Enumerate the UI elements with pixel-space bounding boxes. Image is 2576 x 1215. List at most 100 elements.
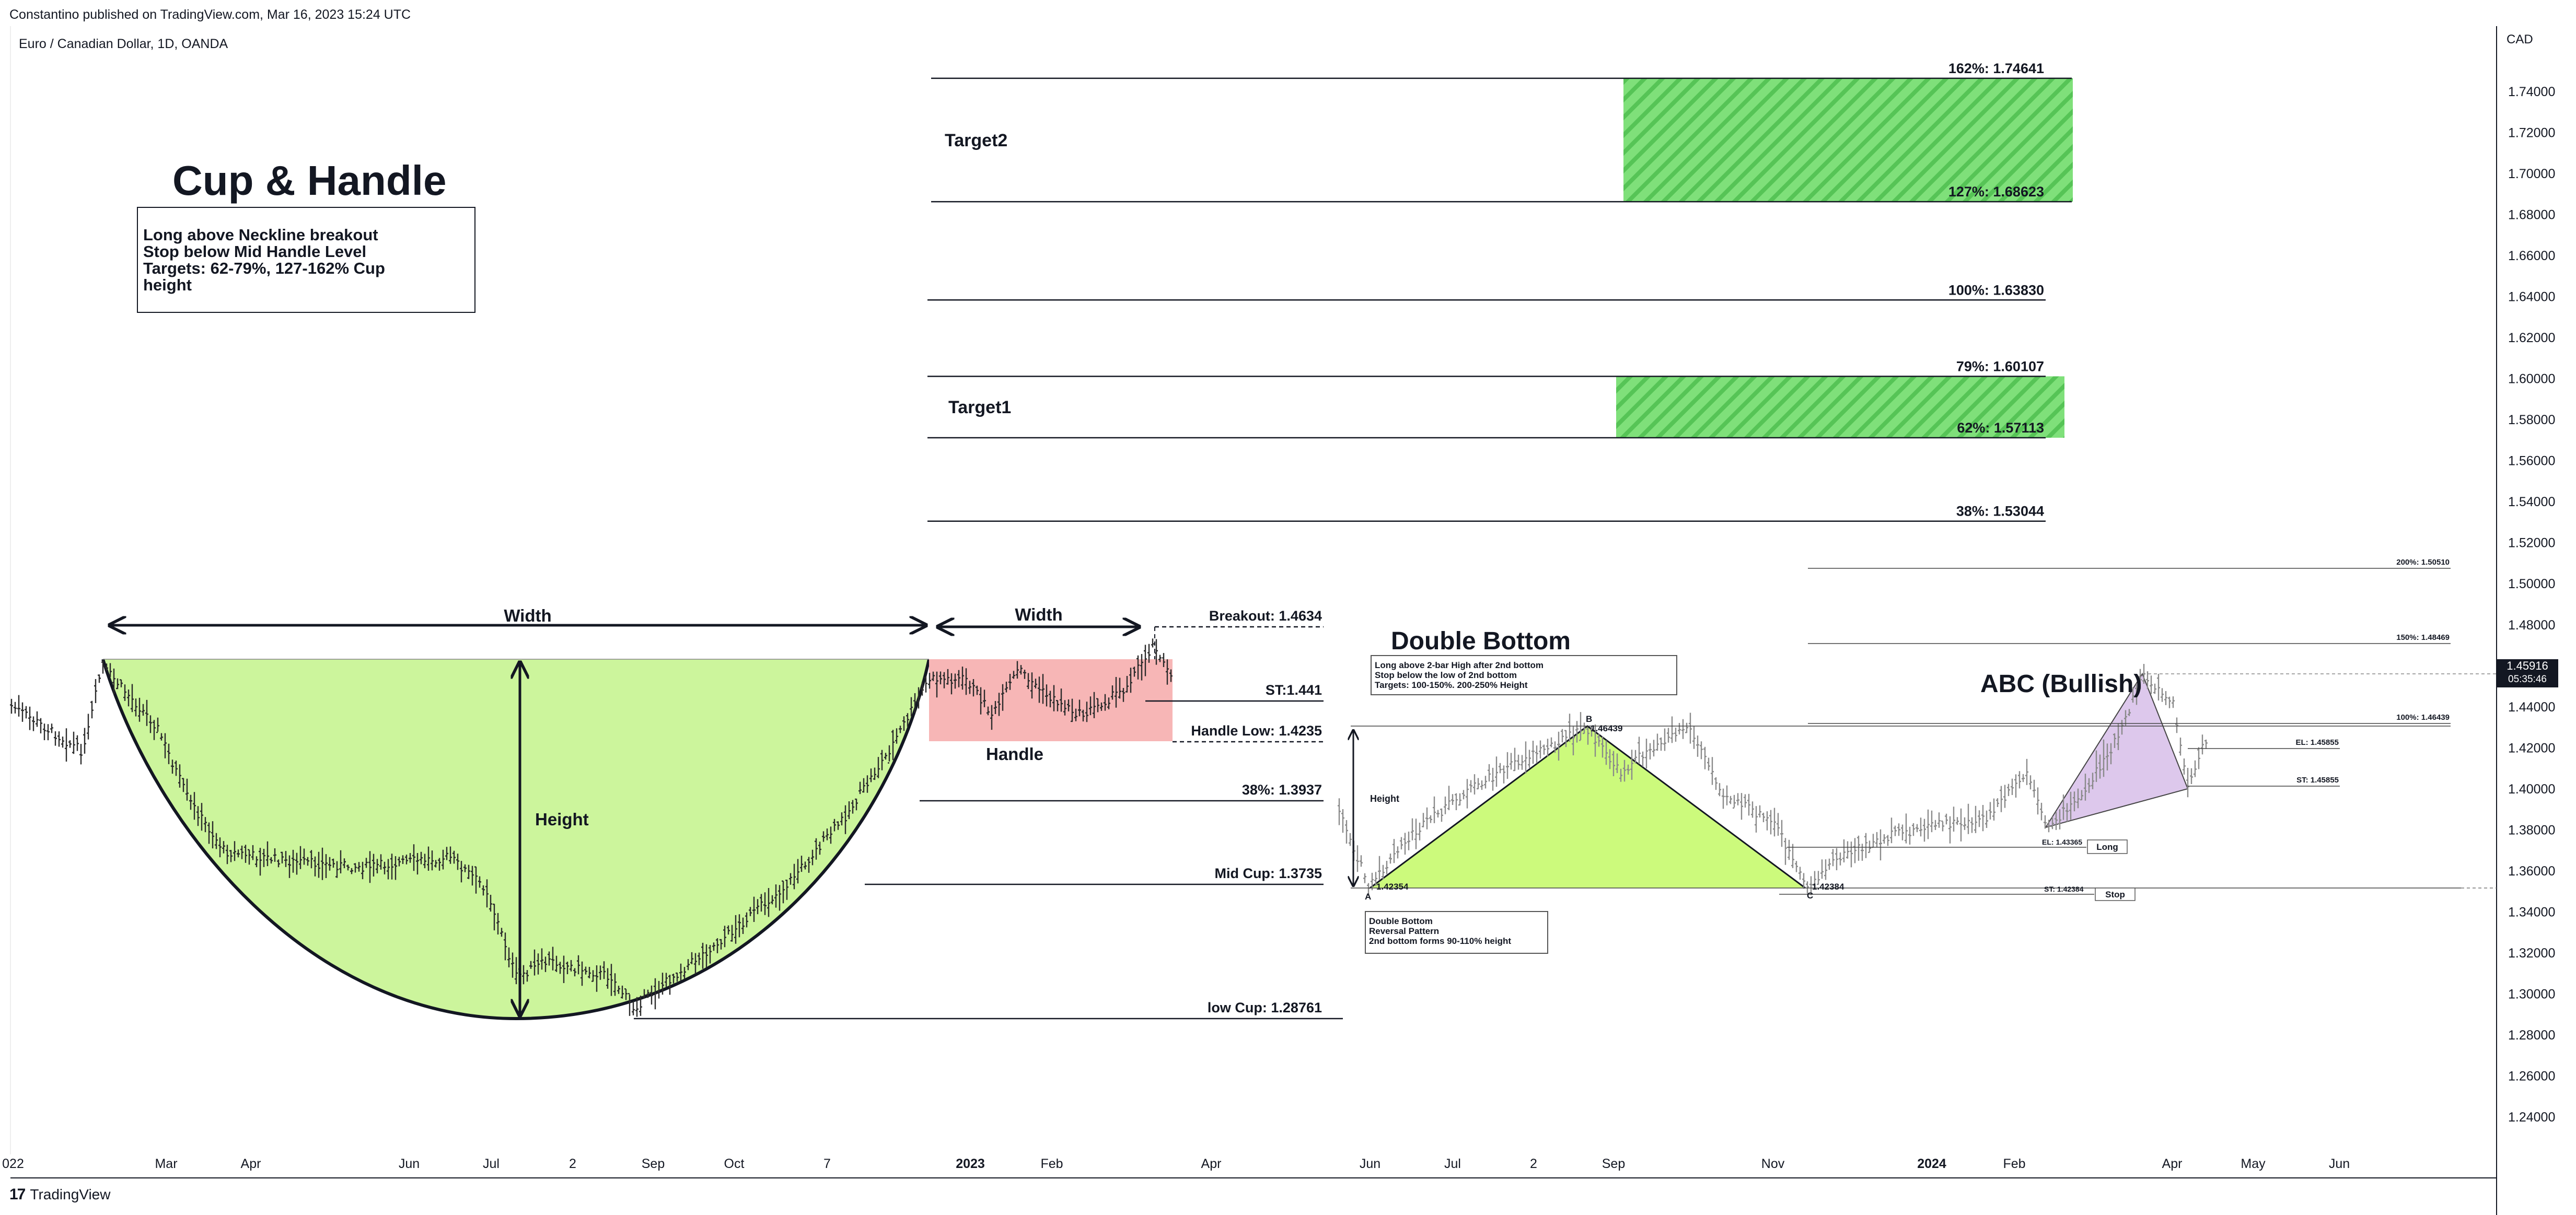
db-point-value: 1.42354 — [1376, 882, 1409, 892]
price-bar — [1341, 809, 1344, 833]
price-bar — [244, 845, 247, 863]
price-bar — [1703, 746, 1707, 769]
price-bar — [635, 997, 639, 1017]
symbol-legend[interactable]: Euro / Canadian Dollar, 1D, OANDA — [19, 37, 228, 51]
price-bar — [774, 884, 778, 908]
cup-level-label: low Cup: 1.28761 — [1208, 1000, 1322, 1015]
price-bar — [848, 801, 851, 820]
price-bar — [237, 849, 240, 858]
price-bar — [2172, 696, 2175, 708]
price-bar — [1118, 677, 1121, 699]
price-bar — [328, 857, 331, 871]
price-bar — [1484, 776, 1487, 789]
price-bar — [668, 975, 671, 995]
price-bar — [606, 968, 609, 989]
double-bottom-note-2[interactable]: Double Bottom Reversal Pattern 2nd botto… — [1365, 911, 1548, 954]
price-bar — [431, 850, 434, 871]
tradingview-logo[interactable]: 17 TradingView — [9, 1186, 110, 1204]
price-bar — [1052, 685, 1055, 711]
price-bar — [935, 671, 938, 698]
price-bar — [299, 846, 302, 869]
price-bar — [1455, 793, 1458, 810]
price-bar — [1817, 871, 1820, 885]
db-point-value: 1.42384 — [1812, 882, 1844, 892]
price-bar — [1067, 699, 1070, 711]
price-bar — [218, 837, 222, 858]
time-tick-label: Oct — [724, 1156, 745, 1171]
time-tick-label: 022 — [2, 1156, 24, 1171]
published-info: Constantino published on TradingView.com… — [9, 7, 411, 22]
price-bar — [1111, 685, 1114, 700]
price-bar — [2022, 774, 2025, 782]
price-bar — [2139, 669, 2142, 690]
stop-tag-box — [2095, 887, 2136, 901]
price-bar — [1561, 729, 1564, 743]
price-bar — [474, 866, 478, 894]
target-box — [1623, 78, 2073, 202]
price-bar — [591, 970, 595, 982]
price-bar — [650, 985, 653, 1005]
price-tick-label: 1.48000 — [2508, 618, 2555, 633]
price-bar — [1506, 752, 1509, 779]
price-bar — [1590, 725, 1593, 737]
price-bar — [595, 965, 598, 992]
price-bar — [1063, 700, 1066, 716]
price-bar — [460, 861, 463, 883]
price-bar — [1616, 753, 1619, 773]
price-bar — [1151, 638, 1154, 648]
price-bar — [372, 854, 375, 877]
cup-handle-note[interactable]: Long above Neckline breakout Stop below … — [137, 207, 475, 313]
price-bar — [383, 861, 386, 874]
price-bar — [43, 723, 46, 740]
price-bar — [1136, 655, 1140, 680]
price-bar — [1868, 840, 1871, 853]
price-tick-label: 1.26000 — [2508, 1069, 2555, 1083]
price-bar — [1356, 845, 1359, 872]
price-bar — [1363, 873, 1366, 883]
double-bottom-note[interactable]: Long above 2-bar High after 2nd bottom S… — [1371, 655, 1677, 695]
price-bar — [262, 849, 265, 867]
price-bar — [734, 915, 737, 944]
price-bar — [1718, 783, 1721, 797]
price-bar — [1513, 747, 1516, 772]
price-bar — [1093, 692, 1096, 718]
price-bar — [928, 673, 931, 689]
abc-triangle — [2044, 672, 2189, 828]
price-bar — [1030, 672, 1034, 699]
price-bar — [899, 726, 902, 733]
price-bar — [997, 693, 1001, 716]
price-bar — [621, 985, 624, 999]
price-bar — [866, 775, 869, 793]
price-bar — [665, 973, 668, 987]
price-bar — [1608, 749, 1611, 769]
price-bar — [1824, 859, 1827, 880]
price-bar — [1627, 764, 1630, 775]
price-bar — [226, 845, 229, 864]
price-bar — [1338, 798, 1341, 825]
price-bar — [2000, 786, 2003, 812]
price-bar — [365, 858, 368, 868]
price-bar — [1422, 813, 1425, 827]
price-bar — [90, 700, 94, 719]
price-bar — [906, 713, 909, 727]
price-bar — [2033, 779, 2036, 798]
price-bar — [1795, 861, 1798, 872]
price-bar — [292, 849, 295, 873]
price-bar — [452, 850, 456, 864]
price-bar — [1809, 876, 1813, 895]
price-bar — [1539, 740, 1542, 759]
price-bar — [361, 861, 364, 880]
price-bar — [1140, 654, 1143, 681]
price-bar — [390, 854, 393, 880]
price-bar — [1389, 854, 1392, 864]
price-bar — [562, 955, 565, 983]
price-bar — [968, 681, 971, 694]
price-bar — [756, 899, 759, 915]
price-bar — [965, 668, 968, 695]
price-bar — [504, 932, 507, 961]
price-tick-label: 1.70000 — [2508, 167, 2555, 181]
price-bar — [1393, 839, 1396, 863]
price-bar — [584, 966, 587, 975]
price-bar — [160, 733, 163, 741]
